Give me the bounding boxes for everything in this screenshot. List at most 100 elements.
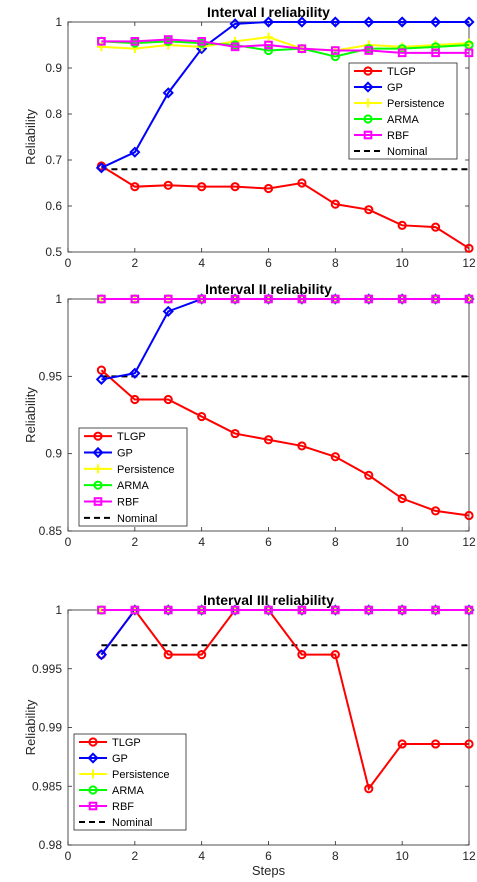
- legend-marker: [92, 446, 104, 459]
- data-point: [463, 16, 475, 28]
- y-tick-label: 0.5: [45, 245, 62, 259]
- legend: TLGP GP Persistence ARMA RBF Nominal: [348, 62, 458, 160]
- data-point: [464, 294, 474, 304]
- legend-entry: ARMA: [387, 114, 419, 126]
- data-point: [230, 428, 240, 439]
- legend-box: [348, 62, 458, 160]
- x-axis-label: Steps: [252, 863, 286, 878]
- data-point: [330, 650, 340, 660]
- data-point: [429, 16, 442, 28]
- legend-marker: [88, 769, 98, 779]
- legend-entry: TLGP: [112, 737, 141, 749]
- data-point: [329, 16, 341, 28]
- data-point: [331, 294, 340, 304]
- data-point: [331, 605, 340, 615]
- data-point: [197, 294, 206, 304]
- chart-title: Interval II reliability: [205, 281, 332, 297]
- chart-title: Interval I reliability: [207, 4, 330, 20]
- legend-marker: [363, 114, 373, 124]
- legend-marker: [87, 752, 99, 764]
- x-tick-label: 2: [131, 535, 138, 549]
- y-tick-label: 1: [55, 603, 62, 617]
- x-tick-label: 6: [265, 256, 272, 270]
- x-tick-label: 12: [462, 849, 476, 863]
- data-point: [163, 650, 173, 660]
- y-tick-label: 0.7: [45, 153, 62, 167]
- data-point: [162, 87, 174, 99]
- data-point: [397, 294, 407, 304]
- data-point: [129, 367, 141, 379]
- y-tick-label: 0.995: [32, 662, 62, 676]
- legend-entry: RBF: [117, 497, 139, 509]
- series-line-tlgp: [100, 608, 469, 791]
- data-point: [197, 650, 207, 660]
- legend-marker: [362, 81, 374, 93]
- x-tick-label: 10: [395, 849, 409, 863]
- data-point: [130, 182, 140, 192]
- data-point: [431, 605, 440, 615]
- series-line-tlgp: [100, 369, 470, 517]
- x-tick-label: 4: [198, 256, 205, 270]
- data-point: [197, 37, 206, 46]
- legend-box: [73, 733, 187, 831]
- data-point: [431, 294, 440, 304]
- series-tlgp: [96, 161, 474, 253]
- x-tick-label: 6: [265, 849, 272, 863]
- data-point: [197, 182, 207, 192]
- data-point: [163, 294, 173, 304]
- x-tick-label: 10: [395, 535, 409, 549]
- x-tick-label: 8: [332, 849, 339, 863]
- y-axis-label: Reliability: [23, 699, 38, 755]
- series-line-arma: [101, 40, 470, 58]
- data-point: [95, 162, 108, 174]
- legend-entry: RBF: [112, 801, 134, 813]
- data-point: [297, 44, 307, 53]
- data-point: [230, 42, 240, 52]
- data-point: [263, 45, 274, 56]
- legend-entry: TLGP: [387, 66, 416, 78]
- x-tick-label: 2: [131, 849, 138, 863]
- legend-marker: [88, 785, 98, 795]
- data-point: [230, 605, 240, 615]
- data-point: [229, 18, 241, 30]
- data-point: [264, 32, 273, 42]
- series-tlgp: [96, 365, 474, 521]
- data-point: [96, 365, 107, 375]
- series-line-persistence: [101, 36, 470, 52]
- data-point: [130, 294, 140, 304]
- legend-marker: [93, 497, 103, 506]
- legend-entry: Nominal: [112, 817, 152, 829]
- data-point: [130, 37, 140, 46]
- x-tick-label: 4: [198, 849, 205, 863]
- data-point: [163, 605, 173, 615]
- legend: TLGP GP Persistence ARMA RBF Nominal: [78, 427, 188, 527]
- data-point: [364, 605, 374, 615]
- data-point: [197, 411, 207, 422]
- data-point: [264, 40, 273, 50]
- y-tick-label: 0.985: [32, 779, 62, 793]
- data-point: [364, 294, 374, 304]
- y-axis-label: Reliability: [23, 109, 38, 165]
- data-point: [263, 183, 274, 194]
- data-point: [464, 605, 474, 615]
- x-tick-label: 12: [462, 535, 476, 549]
- legend-entry: RBF: [387, 130, 409, 142]
- x-tick-label: 0: [65, 849, 72, 863]
- data-point: [397, 493, 407, 504]
- chart-1: 0 2 4 6 8 10 12 0.5 0.6 0.7 0.8 0.9 1 Interval I reli…: [23, 4, 476, 270]
- legend-entry: ARMA: [112, 785, 144, 797]
- chart-2: 0 2 4 6 8 10 12 0.85 0.9 0.95 1 Interval II reliabi…: [23, 281, 476, 549]
- data-point: [130, 394, 140, 405]
- legend-entry: Persistence: [387, 98, 444, 110]
- y-tick-label: 0.99: [39, 721, 63, 735]
- data-point: [129, 146, 141, 158]
- chart-title: Interval III reliability: [203, 592, 334, 608]
- data-point: [464, 510, 474, 521]
- data-point: [262, 16, 275, 28]
- y-tick-label: 0.9: [45, 447, 62, 461]
- data-point: [364, 470, 374, 480]
- data-point: [331, 46, 340, 55]
- data-point: [297, 605, 307, 615]
- data-point: [163, 35, 173, 44]
